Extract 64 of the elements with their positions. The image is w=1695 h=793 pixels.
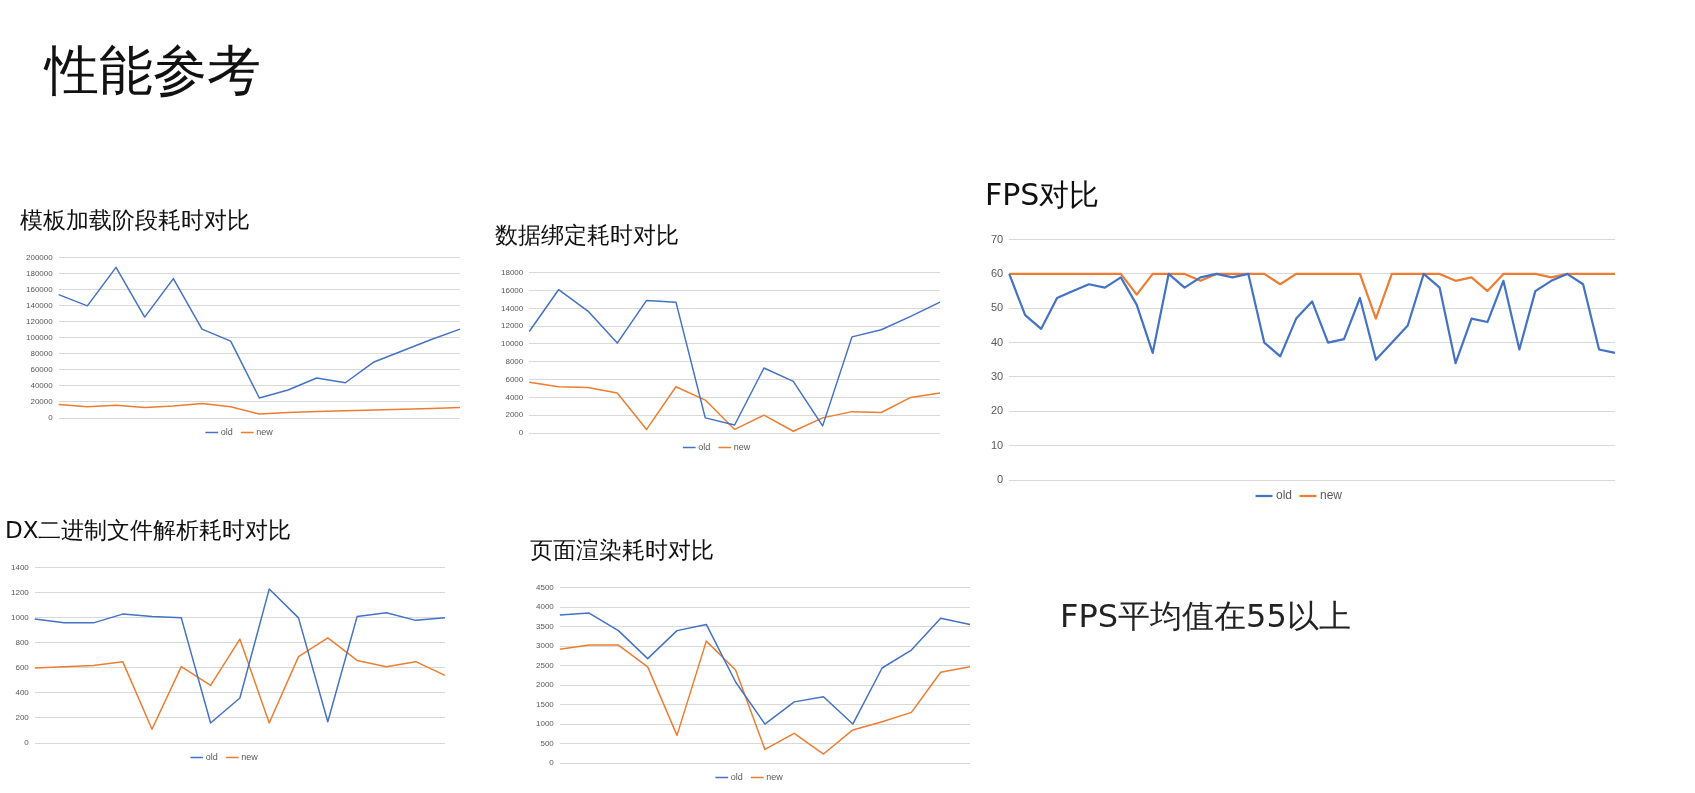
y-tick-label: 40 xyxy=(990,335,1004,348)
y-tick-label: 0 xyxy=(24,738,30,748)
y-tick-label: 4000 xyxy=(505,392,524,402)
y-tick-label: 6000 xyxy=(505,374,524,384)
legend-label: old xyxy=(698,441,711,452)
chart-title: 模板加载阶段耗时对比 xyxy=(20,206,251,235)
y-tick-label: 1000 xyxy=(536,719,555,729)
y-tick-label: 2000 xyxy=(505,410,524,420)
y-tick-label: 120000 xyxy=(25,317,54,327)
y-tick-label: 800 xyxy=(15,638,30,648)
y-tick-label: 4000 xyxy=(536,602,555,612)
y-tick-label: 140000 xyxy=(25,301,54,311)
y-tick-label: 16000 xyxy=(501,285,524,295)
y-tick-label: 1200 xyxy=(11,588,30,598)
chart-title: 数据绑定耗时对比 xyxy=(495,221,680,250)
y-tick-label: 8000 xyxy=(505,357,524,366)
legend-label: new xyxy=(1320,488,1343,503)
y-tick-label: 3000 xyxy=(536,641,555,651)
y-tick-label: 18000 xyxy=(501,268,524,277)
y-tick-label: 80000 xyxy=(30,349,54,359)
y-tick-label: 1500 xyxy=(536,699,555,709)
y-tick-label: 30 xyxy=(990,370,1004,382)
y-tick-label: 2000 xyxy=(536,680,555,690)
legend-label: new xyxy=(241,751,259,762)
y-tick-label: 70 xyxy=(990,232,1004,245)
y-tick-label: 200000 xyxy=(25,253,54,262)
y-tick-label: 10 xyxy=(990,438,1004,451)
y-tick-label: 20000 xyxy=(30,397,54,407)
y-tick-label: 500 xyxy=(540,738,555,748)
y-tick-label: 3500 xyxy=(536,621,555,631)
y-tick-label: 600 xyxy=(15,663,30,673)
y-tick-label: 14000 xyxy=(501,303,524,313)
y-tick-label: 1400 xyxy=(11,563,30,572)
y-tick-label: 1000 xyxy=(11,613,30,623)
y-tick-label: 60 xyxy=(990,266,1004,279)
y-tick-label: 0 xyxy=(997,473,1004,486)
chart-title: DX二进制文件解析耗时对比 xyxy=(5,516,293,545)
legend-label: new xyxy=(256,426,274,437)
y-tick-label: 180000 xyxy=(25,269,54,279)
y-tick-label: 10000 xyxy=(501,339,524,349)
text: 性能参考 xyxy=(45,38,261,104)
y-tick-label: 40000 xyxy=(30,381,54,391)
y-tick-label: 20 xyxy=(990,404,1004,417)
y-tick-label: 60000 xyxy=(30,365,54,375)
y-tick-label: 0 xyxy=(518,428,524,438)
chart-title: FPS对比 xyxy=(985,176,1101,214)
y-tick-label: 100000 xyxy=(25,333,54,343)
chart-title: 页面渲染耗时对比 xyxy=(530,536,715,565)
legend-label: old xyxy=(220,426,233,437)
legend-label: old xyxy=(1275,488,1292,503)
y-tick-label: 2500 xyxy=(536,660,555,670)
y-tick-label: 160000 xyxy=(25,285,54,295)
y-tick-label: 12000 xyxy=(501,321,524,331)
y-tick-label: 400 xyxy=(15,688,30,698)
y-tick-label: 4500 xyxy=(536,583,555,592)
y-tick-label: 50 xyxy=(990,301,1004,314)
legend-label: new xyxy=(733,441,751,452)
y-tick-label: 200 xyxy=(15,713,30,723)
y-tick-label: 0 xyxy=(549,758,555,768)
legend-label: old xyxy=(205,751,218,762)
y-tick-label: 0 xyxy=(48,413,54,423)
text: FPS平均值在55以上 xyxy=(1060,596,1351,637)
legend-label: new xyxy=(766,771,784,782)
legend-label: old xyxy=(730,771,743,782)
